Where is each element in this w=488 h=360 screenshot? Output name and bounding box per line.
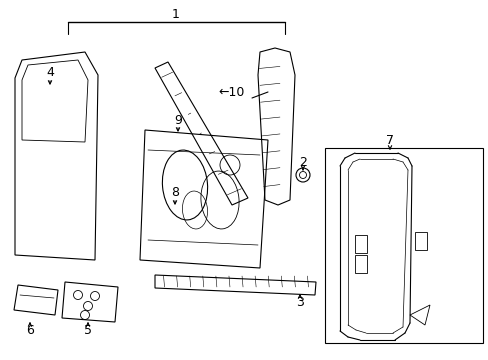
Bar xyxy=(325,148,482,343)
Bar xyxy=(414,232,426,250)
Text: 8: 8 xyxy=(171,186,179,199)
Text: 9: 9 xyxy=(174,113,182,126)
Text: 4: 4 xyxy=(46,67,54,80)
Text: 3: 3 xyxy=(295,296,304,309)
Text: 6: 6 xyxy=(26,324,34,337)
Bar xyxy=(354,235,366,253)
Text: ←10: ←10 xyxy=(218,86,244,99)
Text: 1: 1 xyxy=(172,8,180,21)
Text: 5: 5 xyxy=(84,324,92,337)
Text: 2: 2 xyxy=(299,157,306,170)
Text: 7: 7 xyxy=(385,134,393,147)
Bar xyxy=(354,255,366,273)
